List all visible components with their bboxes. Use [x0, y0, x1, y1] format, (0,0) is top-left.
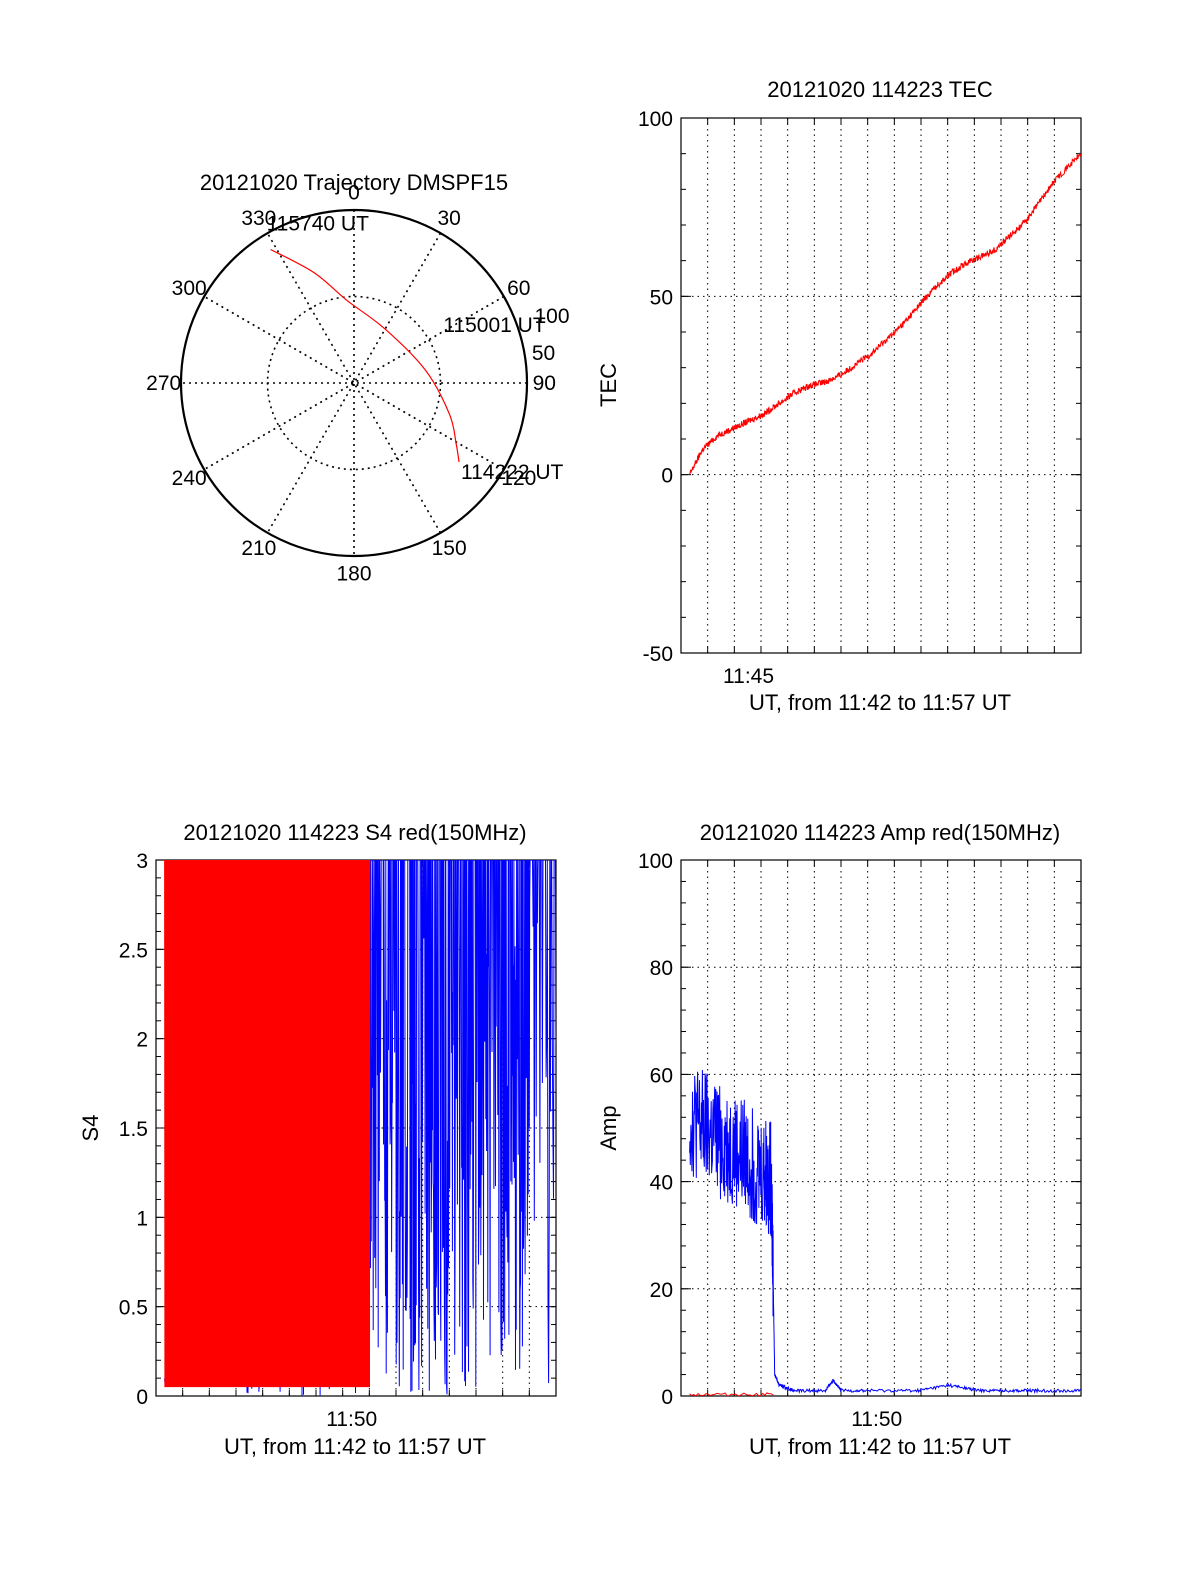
amp-ylabel: Amp [596, 1105, 621, 1150]
polar-angle-label: 330 [241, 207, 276, 230]
polar-angle-label: 30 [437, 207, 460, 230]
trajectory-time-label: 115001 UT [443, 314, 546, 337]
s4-title: 20121020 114223 S4 red(150MHz) [183, 820, 526, 845]
trajectory-panel: 20121020 Trajectory DMSPF15 0 30 60 90 120 15… [146, 170, 569, 585]
polar-inner-circle [266, 295, 442, 471]
polar-spoke [266, 232, 442, 534]
trajectory-annotations: 115740 UT 115001 UT 114222 UT [267, 212, 564, 484]
amp-series [689, 1069, 1081, 1396]
polar-angle-label: 240 [172, 467, 207, 490]
amp-ytick-label: 100 [638, 850, 673, 873]
polar-angle-label: 300 [172, 277, 207, 300]
amp-xtick-label: 11:50 [851, 1408, 902, 1431]
polar-angle-label: 210 [241, 537, 276, 560]
trajectory-line [270, 248, 460, 463]
s4-ytick-label: 1 [136, 1207, 148, 1230]
polar-grid [179, 208, 529, 558]
amp-ytick-label: 60 [650, 1064, 673, 1087]
amp-xlabel: UT, from 11:42 to 11:57 UT [749, 1434, 1011, 1459]
polar-spoke [203, 295, 505, 471]
s4-xtick-label: 11:50 [326, 1408, 377, 1431]
amp-series-line [689, 1069, 1081, 1395]
trajectory-title: 20121020 Trajectory DMSPF15 [200, 170, 508, 195]
s4-ytick-label: 2 [136, 1029, 148, 1052]
polar-angle-label: 180 [336, 562, 371, 585]
s4-xlabel: UT, from 11:42 to 11:57 UT [224, 1434, 486, 1459]
amp-series-line [689, 1392, 774, 1396]
tec-ylabel: TEC [596, 363, 621, 407]
amp-title: 20121020 114223 Amp red(150MHz) [700, 820, 1060, 845]
polar-angle-label: 120 [501, 467, 536, 490]
s4-ytick-label: 1.5 [119, 1118, 148, 1141]
s4-ytick-label: 0 [136, 1386, 148, 1409]
polar-spoke [203, 295, 505, 471]
tec-ytick-label: -50 [643, 643, 673, 666]
tec-ytick-label: 0 [661, 465, 673, 488]
amp-ytick-label: 80 [650, 957, 673, 980]
amp-ytick-label: 40 [650, 1172, 673, 1195]
s4-ytick-label: 3 [136, 850, 148, 873]
polar-angle-label: 0 [348, 182, 360, 205]
polar-angle-label: 150 [432, 537, 467, 560]
polar-radial-label: 100 [534, 305, 569, 328]
tec-ytick-label: 100 [638, 108, 673, 131]
tec-series-line [689, 152, 1081, 475]
polar-angle-label: 270 [146, 372, 181, 395]
tec-title: 20121020 114223 TEC [767, 77, 993, 102]
tec-series [689, 152, 1081, 475]
polar-labels: 0 30 60 90 120 150 180 210 240 270 300 330 50 100 [146, 182, 569, 586]
polar-angle-label: 60 [507, 277, 530, 300]
tec-frame [680, 117, 1082, 654]
s4-ytick-label: 2.5 [119, 939, 148, 962]
s4-series [164, 860, 556, 1396]
s4-ylabel: S4 [78, 1115, 103, 1142]
amp-axes: 0 20 40 60 80 100 11:50 [638, 850, 1082, 1431]
amp-frame [680, 859, 1082, 1397]
amp-ytick-label: 20 [650, 1279, 673, 1302]
polar-angle-label: 90 [533, 372, 556, 395]
tec-axes: -50 0 50 100 11:45 [638, 108, 1082, 688]
tec-xlabel: UT, from 11:42 to 11:57 UT [749, 690, 1011, 715]
tec-ytick-label: 50 [650, 286, 673, 309]
polar-radial-label: 50 [532, 342, 555, 365]
polar-spoke [266, 232, 442, 534]
s4-series-line [164, 860, 371, 1388]
s4-panel: 20121020 114223 S4 red(150MHz) 0 0.5 1 1.5 2… [78, 820, 557, 1459]
tec-xtick-label: 11:45 [723, 665, 774, 688]
amp-panel: 20121020 114223 Amp red(150MHz) 0 20 40 60 8… [596, 820, 1082, 1459]
amp-ytick-label: 0 [661, 1386, 673, 1409]
s4-ytick-label: 0.5 [119, 1297, 148, 1320]
tec-panel: 20121020 114223 TEC -50 0 50 100 11:45 UT, f… [596, 77, 1082, 715]
trajectory-time-label: 115740 UT [267, 212, 370, 235]
trajectory-track [270, 248, 460, 463]
trajectory-time-label: 114222 UT [461, 461, 564, 484]
